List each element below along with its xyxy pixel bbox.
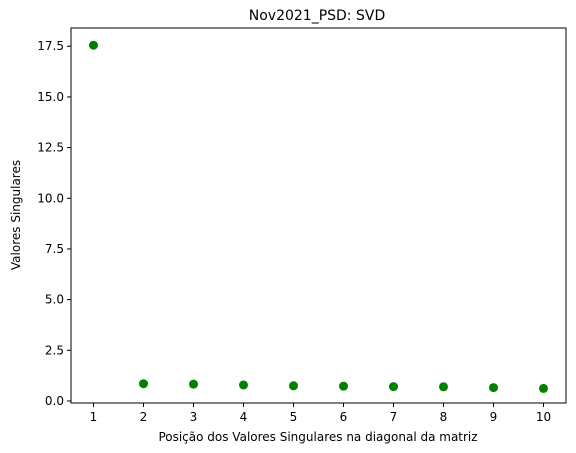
x-tick-label: 8 — [440, 410, 448, 424]
data-points — [89, 40, 548, 393]
x-tick-label: 3 — [190, 410, 198, 424]
x-tick-label: 9 — [490, 410, 498, 424]
data-point — [139, 379, 148, 389]
y-axis-ticks: 0.0 2.5 5.0 7.5 10.0 12.5 15.0 17.5 — [37, 39, 71, 408]
data-point — [239, 380, 248, 390]
data-point — [489, 383, 498, 393]
x-axis-ticks: 1 2 3 4 5 6 7 8 9 10 — [90, 403, 551, 424]
axes-frame — [70, 27, 567, 404]
data-point — [339, 381, 348, 391]
x-axis-label: Posição dos Valores Singulares na diagon… — [158, 430, 477, 444]
x-tick-label: 5 — [290, 410, 298, 424]
data-point — [89, 40, 98, 50]
y-tick-label: 10.0 — [37, 191, 64, 205]
y-tick-label: 12.5 — [37, 141, 64, 155]
y-tick-label: 2.5 — [45, 343, 64, 357]
y-tick-label: 0.0 — [45, 394, 64, 408]
y-tick-label: 5.0 — [45, 293, 64, 307]
y-tick-label: 17.5 — [37, 39, 64, 53]
chart-title: Nov2021_PSD: SVD — [249, 8, 385, 24]
x-tick-label: 6 — [340, 410, 348, 424]
y-tick-label: 7.5 — [45, 242, 64, 256]
x-tick-label: 2 — [140, 410, 148, 424]
x-tick-label: 1 — [90, 410, 98, 424]
data-point — [439, 382, 448, 392]
data-point — [389, 382, 398, 392]
x-tick-label: 4 — [240, 410, 248, 424]
data-point — [289, 381, 298, 391]
data-point — [539, 383, 548, 393]
data-point — [189, 379, 198, 389]
y-tick-label: 15.0 — [37, 90, 64, 104]
x-tick-label: 7 — [390, 410, 398, 424]
y-axis-label: Valores Singulares — [9, 160, 23, 270]
x-tick-label: 10 — [536, 410, 551, 424]
